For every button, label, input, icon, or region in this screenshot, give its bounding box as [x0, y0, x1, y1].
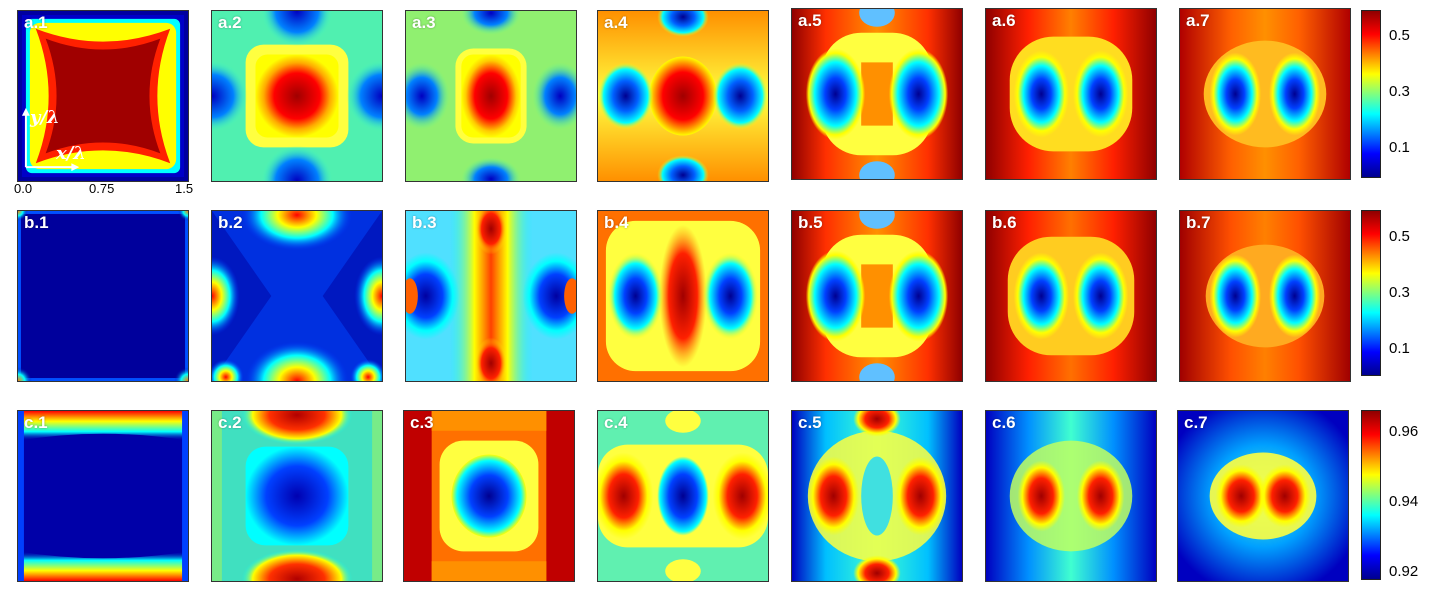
map-a4: a.4: [597, 10, 769, 182]
colorbar-tick: 0.3: [1389, 284, 1410, 301]
x-tick-label: 0.0: [14, 181, 33, 196]
map-c5: c.5: [791, 410, 963, 582]
colorbar-tick: 0.96: [1389, 423, 1419, 440]
map-b1: b.1: [17, 210, 189, 382]
panel-label: c.3: [410, 413, 434, 432]
panel-label: a.5: [798, 11, 822, 30]
map-a6: a.6: [985, 8, 1157, 180]
map-c3: c.3: [403, 410, 575, 582]
colorbar-tick: 0.94: [1389, 493, 1419, 510]
map-a1: a.1 y/λ x/λ: [17, 10, 189, 182]
colorbar-tick: 0.3: [1389, 83, 1410, 100]
panel-label: b.5: [798, 213, 823, 232]
map-c1: c.1: [17, 410, 189, 582]
map-b6: b.6: [985, 210, 1157, 382]
panel-label: b.6: [992, 213, 1017, 232]
map-a2: a.2: [211, 10, 383, 182]
panel-label: c.4: [604, 413, 628, 432]
panel-label: c.5: [798, 413, 822, 432]
colorbar-tick: 0.1: [1389, 340, 1410, 357]
map-a5: a.5: [791, 8, 963, 180]
panel-label: a.1: [24, 13, 48, 32]
panel-label: a.7: [1186, 11, 1210, 30]
colorbar-c: [1361, 410, 1381, 580]
panel-label: b.4: [604, 213, 629, 232]
panel-label: b.7: [1186, 213, 1211, 232]
panel-label: b.3: [412, 213, 437, 232]
panel-label: a.3: [412, 13, 436, 32]
colorbar-tick: 0.1: [1389, 139, 1410, 156]
panel-label: c.1: [24, 413, 48, 432]
colorbar-b: [1361, 210, 1381, 376]
map-c4: c.4: [597, 410, 769, 582]
map-a3: a.3: [405, 10, 577, 182]
colorbar-tick: 0.92: [1389, 563, 1419, 580]
y-axis-label: y/λ: [30, 107, 60, 128]
map-c6: c.6: [985, 410, 1157, 582]
x-tick-label: 0.75: [89, 181, 115, 196]
map-b2: b.2: [211, 210, 383, 382]
panel-label: a.4: [604, 13, 628, 32]
map-b3: b.3: [405, 210, 577, 382]
panel-label: c.2: [218, 413, 242, 432]
x-tick-label: 1.5: [175, 181, 194, 196]
map-b5: b.5: [791, 210, 963, 382]
map-c2: c.2: [211, 410, 383, 582]
panel-label: a.2: [218, 13, 242, 32]
panel-label: c.7: [1184, 413, 1208, 432]
panel-label: b.2: [218, 213, 243, 232]
colorbar-tick: 0.5: [1389, 228, 1410, 245]
colorbar-tick: 0.5: [1389, 27, 1410, 44]
x-axis-label: x/λ: [56, 143, 86, 164]
map-a7: a.7: [1179, 8, 1351, 180]
map-b4: b.4: [597, 210, 769, 382]
map-b7: b.7: [1179, 210, 1351, 382]
panel-label: b.1: [24, 213, 49, 232]
colorbar-a: [1361, 10, 1381, 178]
panel-label: a.6: [992, 11, 1016, 30]
panel-label: c.6: [992, 413, 1016, 432]
map-c7: c.7: [1177, 410, 1349, 582]
axis-arrows-icon: [21, 107, 80, 172]
